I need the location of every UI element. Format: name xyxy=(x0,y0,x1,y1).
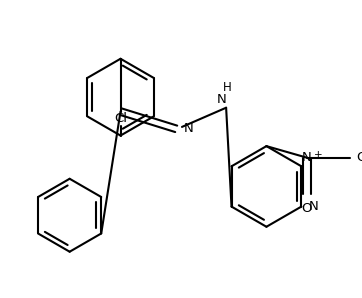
Text: Cl: Cl xyxy=(114,112,127,125)
Text: +: + xyxy=(313,150,322,160)
Text: O: O xyxy=(357,151,362,164)
Text: H: H xyxy=(223,81,231,94)
Text: N: N xyxy=(302,151,312,164)
Text: N: N xyxy=(216,93,226,106)
Text: O: O xyxy=(302,202,312,215)
Text: N: N xyxy=(309,200,319,213)
Text: N: N xyxy=(184,122,194,135)
